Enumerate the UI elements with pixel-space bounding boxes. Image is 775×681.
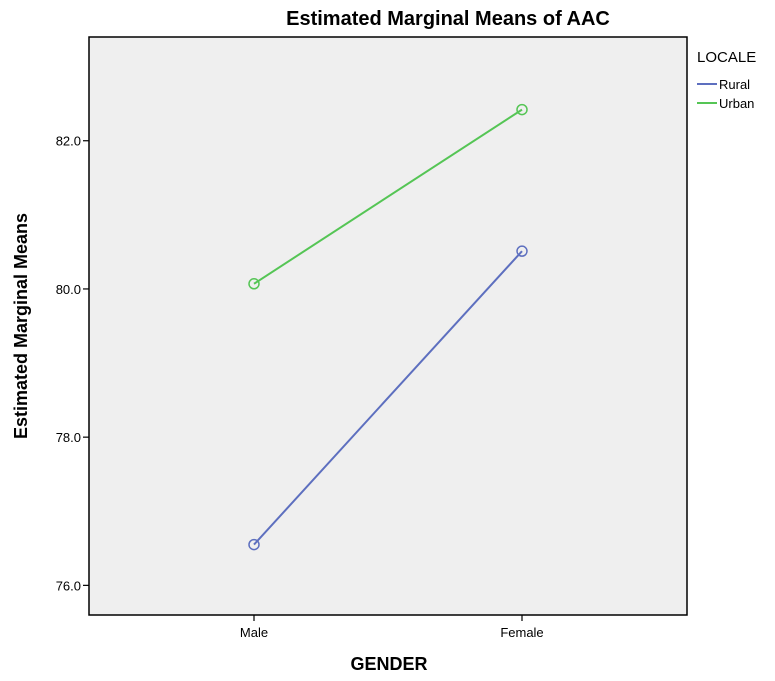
y-tick-label: 82.0 bbox=[56, 134, 81, 149]
x-axis: Male Female bbox=[240, 615, 544, 640]
chart-title: Estimated Marginal Means of AAC bbox=[286, 8, 610, 30]
legend: LOCALE Rural Urban bbox=[697, 49, 756, 111]
y-tick-label: 76.0 bbox=[56, 578, 81, 593]
x-tick-label: Female bbox=[500, 625, 543, 640]
legend-title: LOCALE bbox=[697, 49, 756, 66]
x-axis-title: GENDER bbox=[350, 654, 427, 674]
y-axis-title: Estimated Marginal Means bbox=[11, 213, 31, 439]
series-layer bbox=[248, 103, 528, 551]
y-axis: 76.0 78.0 80.0 82.0 bbox=[56, 134, 89, 593]
data-point-urban bbox=[248, 278, 260, 290]
series-line-urban bbox=[253, 108, 523, 285]
y-tick-label: 78.0 bbox=[56, 430, 81, 445]
legend-label-urban: Urban bbox=[719, 96, 754, 111]
y-tick-label: 80.0 bbox=[56, 282, 81, 297]
data-point-urban bbox=[516, 103, 528, 116]
data-point-rural bbox=[516, 245, 528, 257]
data-point-rural bbox=[248, 538, 260, 551]
series-line-rural bbox=[253, 250, 523, 546]
legend-label-rural: Rural bbox=[719, 77, 750, 92]
x-tick-label: Male bbox=[240, 625, 268, 640]
plot-area bbox=[88, 36, 688, 616]
